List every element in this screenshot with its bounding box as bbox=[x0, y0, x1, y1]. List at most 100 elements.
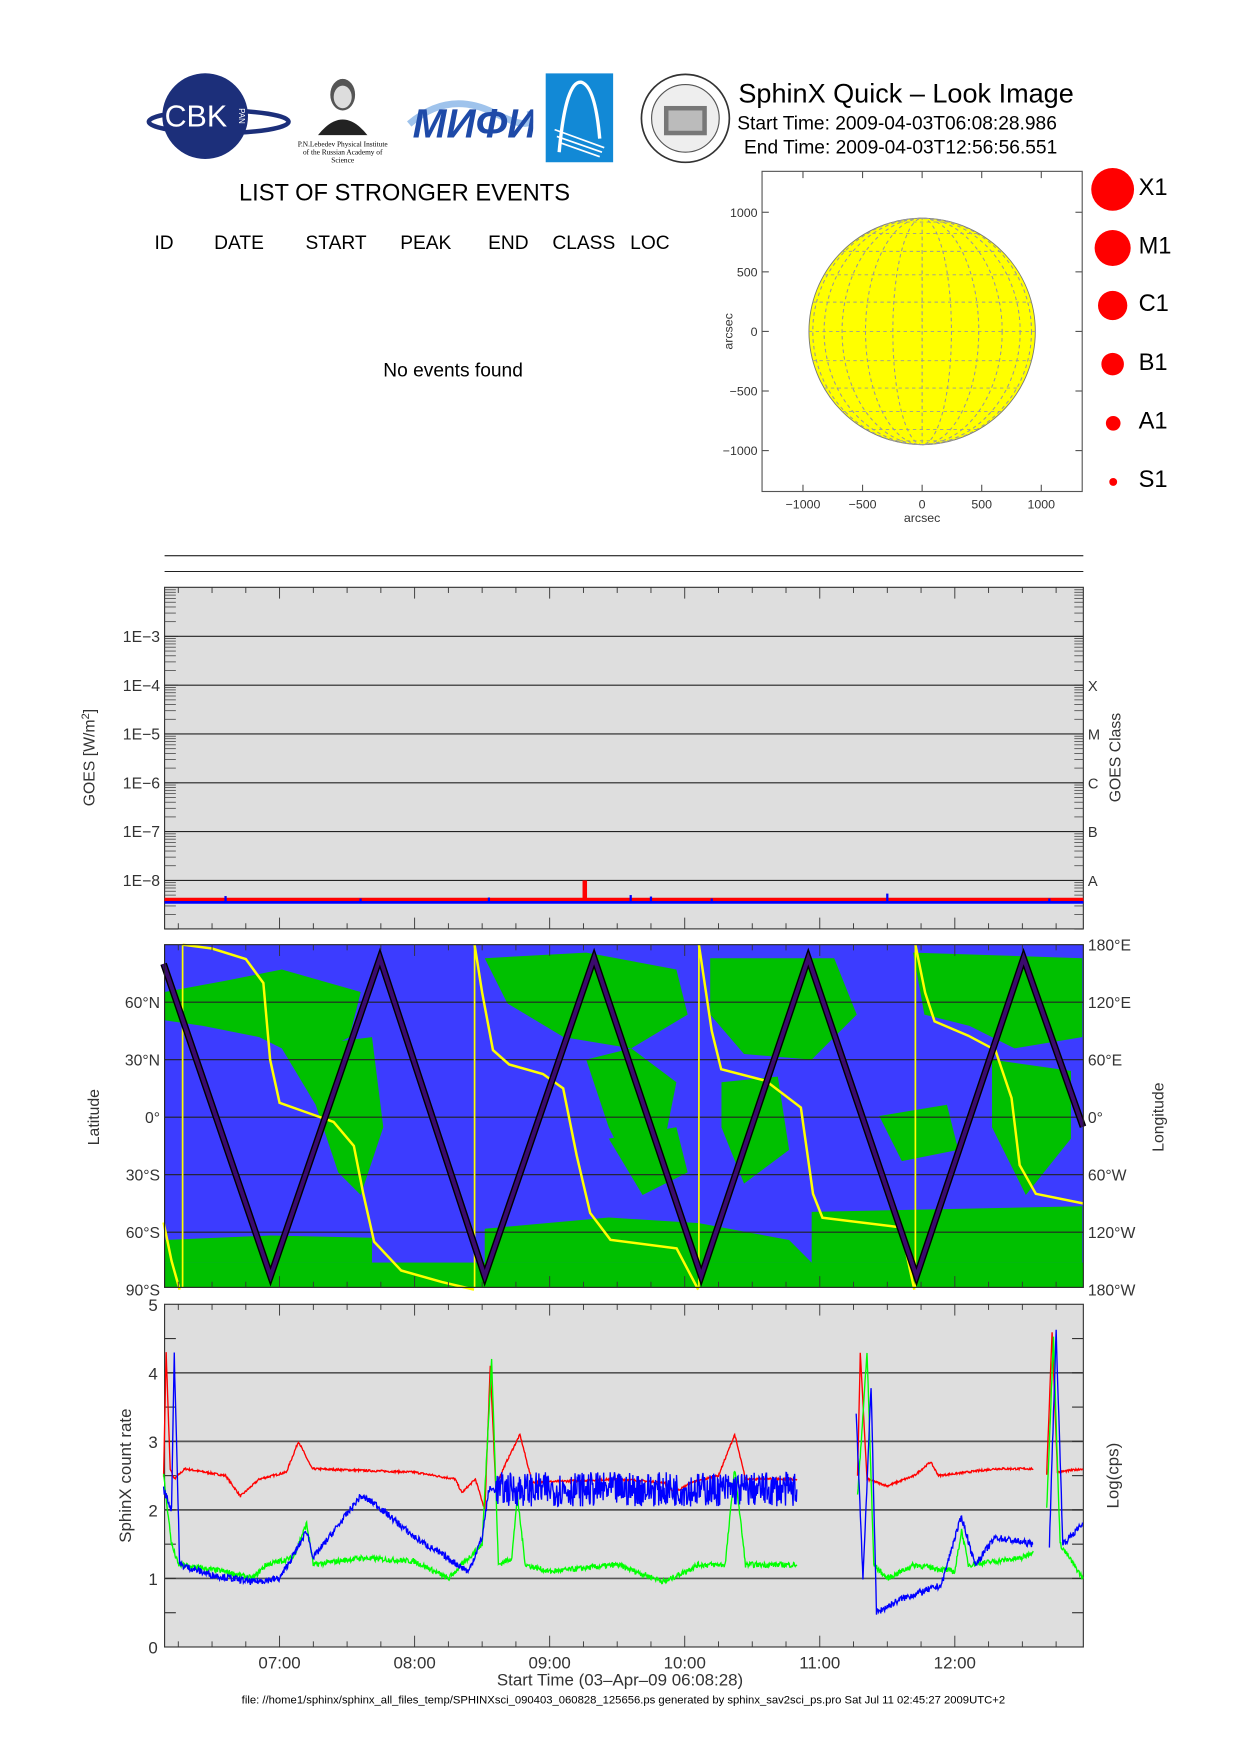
legend-label-c1: C1 bbox=[1138, 290, 1169, 317]
x-tick-label: −500 bbox=[849, 497, 877, 511]
count-plot-area bbox=[164, 1303, 1084, 1648]
mifi-logo: МИФИ bbox=[407, 100, 534, 147]
legend-label-a1: A1 bbox=[1138, 408, 1168, 435]
x-tick-label: −1000 bbox=[786, 497, 821, 511]
lebedev-institute-logo: P.N.Lebedev Physical Institute of the Ru… bbox=[298, 72, 388, 165]
goes-class-label: M bbox=[1088, 728, 1100, 744]
y-tick-label: 4 bbox=[148, 1365, 157, 1384]
institute-emblem-logo bbox=[545, 73, 614, 163]
svg-text:МИФИ: МИФИ bbox=[413, 101, 534, 147]
y-tick-label: −500 bbox=[730, 385, 758, 399]
lat-tick-label: 60°N bbox=[125, 995, 160, 1012]
goes-plot-area bbox=[164, 586, 1084, 930]
longitude-curve bbox=[162, 1222, 181, 1290]
lat-tick-label: 60°S bbox=[126, 1225, 160, 1242]
y-tick-label: 0 bbox=[148, 1639, 157, 1658]
satellite-track bbox=[161, 951, 1085, 1283]
count-series-green bbox=[1046, 1336, 1084, 1580]
y2-axis-label: GOES Class bbox=[1108, 713, 1125, 802]
count-series-blue bbox=[1048, 1329, 1084, 1548]
y-tick-label: 1000 bbox=[730, 206, 758, 220]
count-series-blue bbox=[162, 1352, 798, 1586]
y-axis-label-text: GOES [W/m bbox=[82, 720, 99, 807]
y-tick-label: −1000 bbox=[723, 444, 758, 458]
legend-label-m1: M1 bbox=[1138, 233, 1172, 260]
y2-axis-label: Longitude bbox=[1150, 1082, 1167, 1151]
y-tick-label: 0 bbox=[751, 325, 758, 339]
sun-longitude-gridline bbox=[892, 217, 952, 446]
y-tick-label: 1E−7 bbox=[123, 824, 160, 841]
footer-file-info: file: //home1/sphinx/sphinx_all_files_te… bbox=[241, 1694, 1006, 1707]
column-header-peak: PEAK bbox=[400, 232, 452, 254]
y-tick-label: 2 bbox=[148, 1502, 157, 1521]
lon-tick-label: 120°W bbox=[1088, 1225, 1136, 1242]
goes-class-label: X bbox=[1088, 679, 1098, 695]
y-axis-label: Latitude bbox=[86, 1089, 103, 1145]
lat-tick-label: 0° bbox=[145, 1110, 160, 1127]
y-tick-label: 1E−6 bbox=[123, 775, 160, 792]
x-tick-label: 10:00 bbox=[664, 1653, 706, 1672]
lon-tick-label: 120°E bbox=[1088, 995, 1131, 1012]
x-tick-label: 07:00 bbox=[258, 1653, 300, 1672]
lon-tick-label: 180°W bbox=[1088, 1282, 1136, 1299]
y-axis-label: GOES [W/m2] bbox=[80, 709, 99, 806]
x-tick-label: 1000 bbox=[1027, 497, 1055, 511]
lon-tick-label: 60°E bbox=[1088, 1052, 1122, 1069]
lat-tick-label: 30°N bbox=[125, 1052, 160, 1069]
goes-class-label: C bbox=[1088, 776, 1099, 792]
sun-longitude-gridline bbox=[841, 217, 1003, 446]
y2-axis-label: Log(cps) bbox=[1103, 1443, 1122, 1509]
map-frame bbox=[164, 944, 1084, 1288]
y-axis-label: arcsec bbox=[722, 313, 736, 350]
column-header-start: START bbox=[305, 232, 367, 254]
legend-marker-c1 bbox=[1097, 290, 1128, 321]
x-tick-label: 12:00 bbox=[934, 1653, 976, 1672]
column-header-id: ID bbox=[154, 232, 174, 254]
y-tick-label: 500 bbox=[737, 265, 758, 279]
no-events-message: No events found bbox=[383, 359, 523, 382]
column-header-date: DATE bbox=[214, 232, 264, 254]
y-tick-label: 1E−5 bbox=[123, 727, 160, 744]
goes-flux-panel: 1E−3 1E−4 1E−5 1E−6 1E−7 1E−8 X M C B A GOES [W/m2]… bbox=[80, 586, 1125, 930]
y-axis-label: SphinX count rate bbox=[116, 1408, 135, 1542]
legend-marker-x1 bbox=[1091, 167, 1135, 211]
university-seal-logo bbox=[640, 73, 731, 164]
svg-text:CBK: CBK bbox=[165, 99, 228, 133]
y-tick-label: 3 bbox=[148, 1433, 157, 1452]
x-axis-title: Start Time (03–Apr–09 06:08:28) bbox=[496, 1670, 744, 1690]
legend-label-b1: B1 bbox=[1138, 349, 1168, 376]
longitude-curve bbox=[182, 943, 475, 1291]
x-axis-label: arcsec bbox=[904, 511, 940, 525]
legend-marker-a1 bbox=[1105, 415, 1120, 431]
longitude-curve bbox=[697, 944, 916, 1290]
x-tick-label: 08:00 bbox=[393, 1653, 435, 1672]
page-title: SphinX Quick – Look Image bbox=[738, 78, 1074, 110]
y-tick-label: 1E−3 bbox=[123, 629, 160, 646]
end-time: End Time: 2009-04-03T12:56:56.551 bbox=[744, 136, 1058, 158]
sphinx-count-panel: 5 4 3 2 1 0 07:00 08:00 09:00 10:00 11:00 12:00 Sphi… bbox=[116, 1296, 1123, 1672]
svg-text:PAN: PAN bbox=[237, 108, 246, 124]
x-tick-label: 09:00 bbox=[529, 1653, 571, 1672]
count-series-red bbox=[856, 1352, 1034, 1489]
sun-longitude-gridline bbox=[865, 217, 980, 446]
lat-tick-label: 30°S bbox=[126, 1167, 160, 1184]
x-tick-label: 500 bbox=[971, 497, 992, 511]
lon-tick-label: 60°W bbox=[1088, 1167, 1127, 1184]
legend-marker-s1 bbox=[1108, 477, 1117, 486]
column-header-end: END bbox=[488, 232, 529, 254]
lat-tick-label: 90°S bbox=[126, 1282, 160, 1299]
sun-disk-plot: −1000 −500 0 500 1000 1000 500 0 −500 −1000 arcsec… bbox=[722, 170, 1083, 525]
y-tick-label: 1 bbox=[148, 1570, 157, 1589]
count-series-blue bbox=[855, 1388, 1034, 1615]
legend-marker-b1 bbox=[1101, 352, 1124, 376]
lon-tick-label: 0° bbox=[1088, 1110, 1103, 1127]
y-tick-label: 5 bbox=[148, 1296, 157, 1315]
start-time: Start Time: 2009-04-03T06:08:28.986 bbox=[737, 112, 1057, 135]
legend-label-x1: X1 bbox=[1138, 174, 1168, 201]
y-tick-label: 1E−4 bbox=[123, 678, 160, 695]
y-axis-label-end: ] bbox=[82, 709, 99, 713]
lon-tick-label: 180°E bbox=[1088, 937, 1131, 954]
events-title: LIST OF STRONGER EVENTS bbox=[238, 180, 571, 207]
